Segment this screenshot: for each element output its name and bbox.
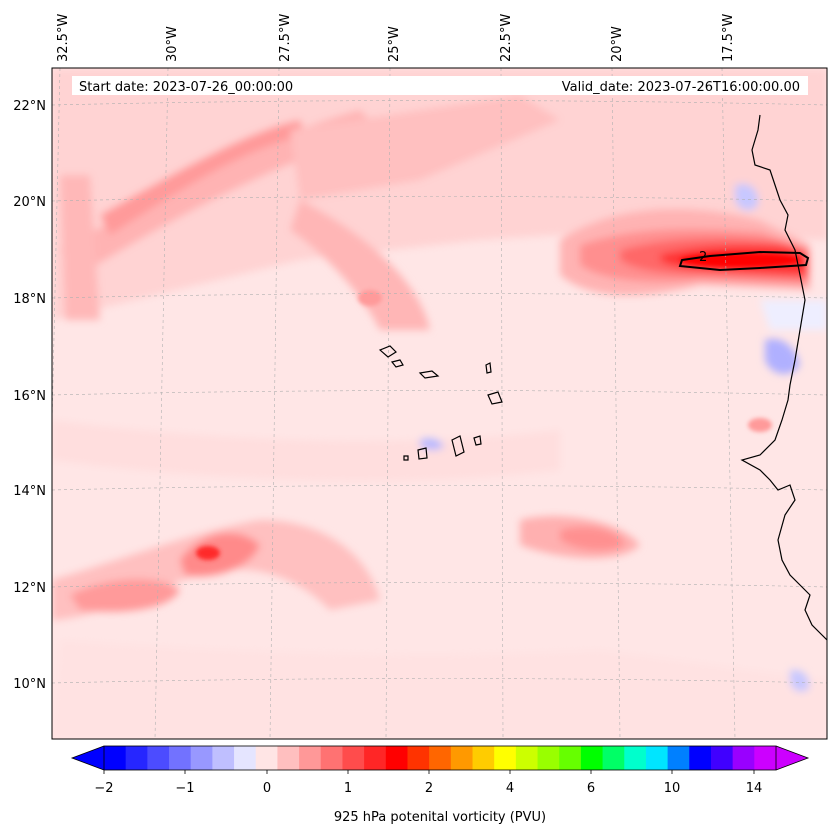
colorbar-swatch (472, 746, 495, 770)
colorbar-swatch (537, 746, 560, 770)
colorbar-tick-label: 0 (263, 781, 271, 796)
colorbar-swatch (277, 746, 300, 770)
lat-label: 12°N (13, 581, 46, 596)
pv-field (52, 68, 827, 739)
colorbar-swatch (580, 746, 604, 770)
contour-label: 2 (699, 250, 707, 265)
colorbar-swatch (667, 746, 690, 770)
colorbar-extend-max (776, 746, 808, 770)
colorbar-tick-label: −1 (175, 781, 194, 796)
lon-label: 20°W (610, 26, 625, 62)
lon-label: 25°W (387, 26, 402, 62)
colorbar-swatch (299, 746, 322, 770)
pv-contour-2: 2 (678, 250, 810, 272)
coastline (378, 114, 827, 641)
map-frame: 2 (51, 67, 828, 740)
colorbar-tick-label: 4 (506, 781, 514, 796)
colorbar-tick-label: 6 (587, 781, 595, 796)
lon-label: 30°W (165, 26, 180, 62)
valid-date: Valid_date: 2023-07-26T16:00:00.00 (562, 80, 800, 95)
lat-label: 10°N (13, 677, 46, 692)
lat-label: 16°N (13, 389, 46, 404)
lon-label: 32.5°W (56, 14, 71, 62)
colorbar-swatch (385, 746, 408, 770)
lat-label: 22°N (13, 99, 46, 114)
colorbar-swatch (212, 746, 235, 770)
colorbar-swatch (104, 746, 127, 770)
lon-label: 22.5°W (499, 14, 514, 62)
colorbar-swatch (602, 746, 625, 770)
colorbar-swatch (169, 746, 192, 770)
lat-label: 20°N (13, 195, 46, 210)
colorbar-extend-min (72, 746, 104, 770)
lon-label: 27.5°W (278, 14, 293, 62)
start-date: Start date: 2023-07-26_00:00:00 (79, 80, 293, 95)
colorbar: −2 −1 0 1 2 4 6 10 14 925 hPa potenital vorticit… (70, 745, 810, 825)
latitude-labels: 22°N 20°N 18°N 16°N 14°N 12°N 10°N (13, 99, 46, 692)
colorbar-swatch (645, 746, 669, 770)
colorbar-swatch (515, 746, 539, 770)
colorbar-swatch (624, 746, 647, 770)
colorbar-swatch (255, 746, 278, 770)
colorbar-swatch (320, 746, 343, 770)
longitude-labels: 32.5°W 30°W 27.5°W 25°W 22.5°W 20°W 17.5… (56, 14, 736, 62)
colorbar-tick-label: 1 (344, 781, 352, 796)
colorbar-swatch (147, 746, 170, 770)
colorbar-swatch (494, 746, 517, 770)
colorbar-swatch (559, 746, 582, 770)
colorbar-swatch (125, 746, 148, 770)
colorbar-swatch (732, 746, 755, 770)
colorbar-tick-label: 14 (746, 781, 763, 796)
colorbar-swatch (710, 746, 734, 770)
colorbar-tick-label: −2 (94, 781, 113, 796)
colorbar-swatch (429, 746, 452, 770)
lat-label: 18°N (13, 292, 46, 307)
header: Start date: 2023-07-26_00:00:00 Valid_da… (72, 76, 808, 95)
lat-label: 14°N (13, 484, 46, 499)
colorbar-swatch (450, 746, 474, 770)
colorbar-swatch (407, 746, 430, 770)
colorbar-swatch (190, 746, 213, 770)
colorbar-swatch (342, 746, 365, 770)
colorbar-tick-label: 10 (664, 781, 681, 796)
colorbar-swatch (754, 746, 777, 770)
colorbar-swatch (364, 746, 387, 770)
graticule (52, 68, 827, 739)
lon-label: 17.5°W (721, 14, 736, 62)
colorbar-swatch (689, 746, 712, 770)
colorbar-tick-label: 2 (425, 781, 433, 796)
colorbar-label: 925 hPa potenital vorticity (PVU) (334, 810, 546, 825)
colorbar-swatch (234, 746, 257, 770)
